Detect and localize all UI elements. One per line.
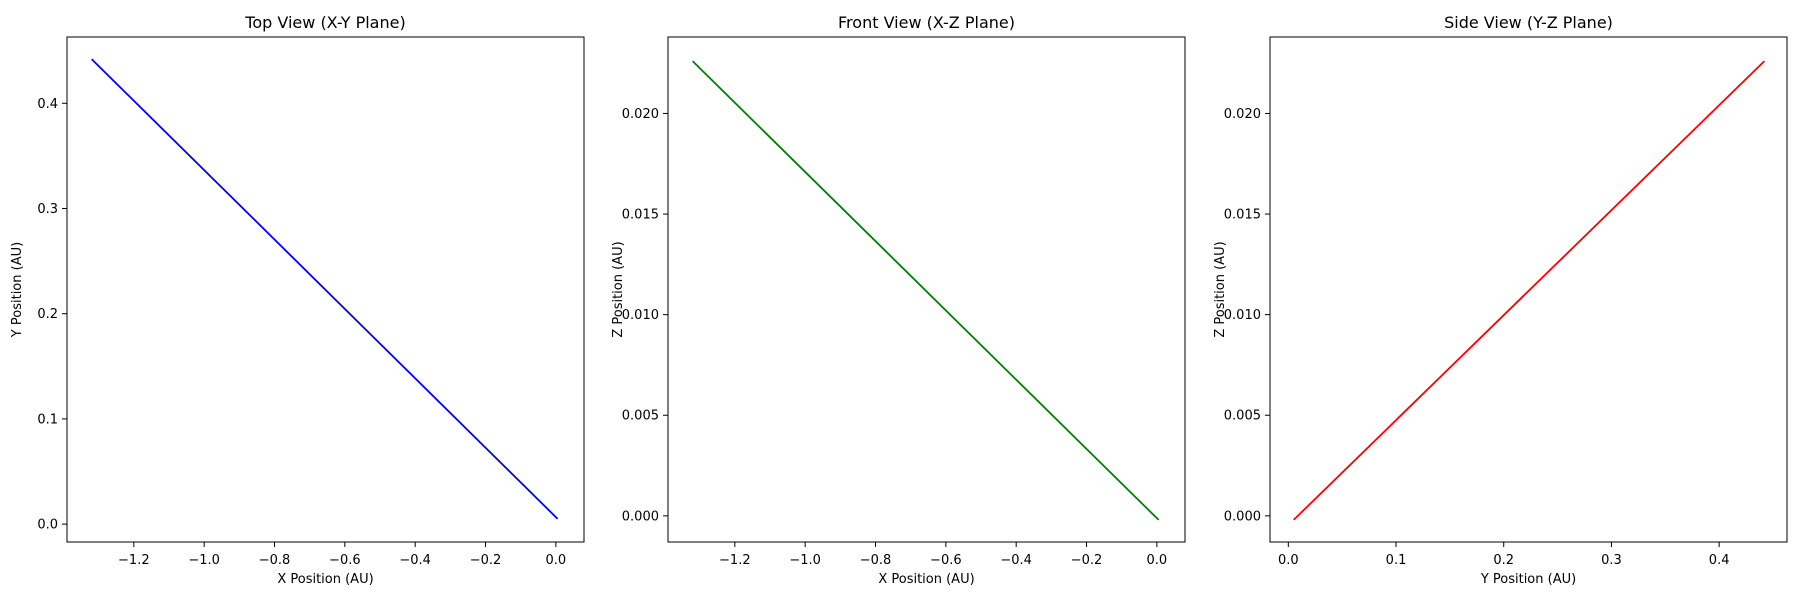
y-tick-label: 0.020 — [1224, 107, 1261, 122]
x-tick-label: −1.0 — [188, 553, 220, 568]
y-tick-label: 0.3 — [37, 202, 58, 217]
x-axis-label: X Position (AU) — [277, 572, 373, 587]
chart-panel-3: 0.0 0.1 0.2 0.3 0.4 0.000 0.005 0.010 0.015 0.020… — [1213, 13, 1788, 587]
x-tick-label: −0.4 — [1000, 553, 1032, 568]
series-line-1 — [90, 58, 559, 520]
x-tick-label: −0.2 — [1071, 553, 1103, 568]
y-tick-label: 0.000 — [1224, 509, 1261, 524]
y-tick-label: 0.1 — [37, 412, 58, 427]
y-tick-label: 0.015 — [622, 208, 659, 223]
x-axis-label: X Position (AU) — [878, 572, 974, 587]
x-tick-label: 0.3 — [1601, 553, 1622, 568]
x-tick-label: 0.0 — [1147, 553, 1168, 568]
chart-panel-2: −1.2 −1.0 −0.8 −0.6 −0.4 −0.2 0.0 0.000 0.005 0.0… — [611, 13, 1186, 587]
x-tick-label: −1.2 — [719, 553, 751, 568]
y-tick-label: 0.020 — [622, 107, 659, 122]
y-tick-label: 0.015 — [1224, 208, 1261, 223]
x-tick-label: −0.6 — [930, 553, 962, 568]
y-tick-label: 0.0 — [37, 518, 58, 533]
chart-panel-1: −1.2 −1.0 −0.8 −0.6 −0.4 −0.2 0.0 0.0 0.1 0.2 0.3 0… — [10, 13, 585, 587]
x-tick-label: −0.2 — [470, 553, 502, 568]
x-tick-label: −1.0 — [789, 553, 821, 568]
y-tick-label: 0.4 — [37, 97, 58, 112]
x-tick-label: 0.0 — [1278, 553, 1299, 568]
y-tick-label: 0.010 — [1224, 308, 1261, 323]
series-line-1 — [1293, 60, 1766, 521]
x-tick-label: −0.8 — [860, 553, 892, 568]
x-tick-label: 0.1 — [1386, 553, 1407, 568]
chart-title: Side View (Y-Z Plane) — [1444, 13, 1613, 32]
x-tick-label: 0.4 — [1709, 553, 1730, 568]
y-axis-label: Y Position (AU) — [10, 242, 25, 338]
chart-title: Top View (X-Y Plane) — [244, 13, 405, 32]
y-tick-label: 0.005 — [1224, 409, 1261, 424]
plot-frame — [1269, 36, 1788, 543]
chart-title: Front View (X-Z Plane) — [838, 13, 1015, 32]
plot-frame — [667, 36, 1186, 543]
x-tick-label: −0.8 — [259, 553, 291, 568]
x-tick-label: −0.6 — [329, 553, 361, 568]
y-tick-label: 0.000 — [622, 509, 659, 524]
x-tick-label: −0.4 — [399, 553, 431, 568]
x-tick-label: −1.2 — [118, 553, 150, 568]
x-tick-label: 0.2 — [1493, 553, 1514, 568]
y-tick-label: 0.005 — [622, 409, 659, 424]
y-axis-label: Z Position (AU) — [1213, 241, 1228, 337]
x-axis-label: Y Position (AU) — [1480, 572, 1576, 587]
plot-frame — [66, 36, 585, 543]
y-tick-label: 0.010 — [622, 308, 659, 323]
x-tick-label: 0.0 — [546, 553, 567, 568]
series-line-1 — [691, 60, 1160, 521]
y-tick-label: 0.2 — [37, 307, 58, 322]
y-axis-label: Z Position (AU) — [611, 241, 626, 337]
